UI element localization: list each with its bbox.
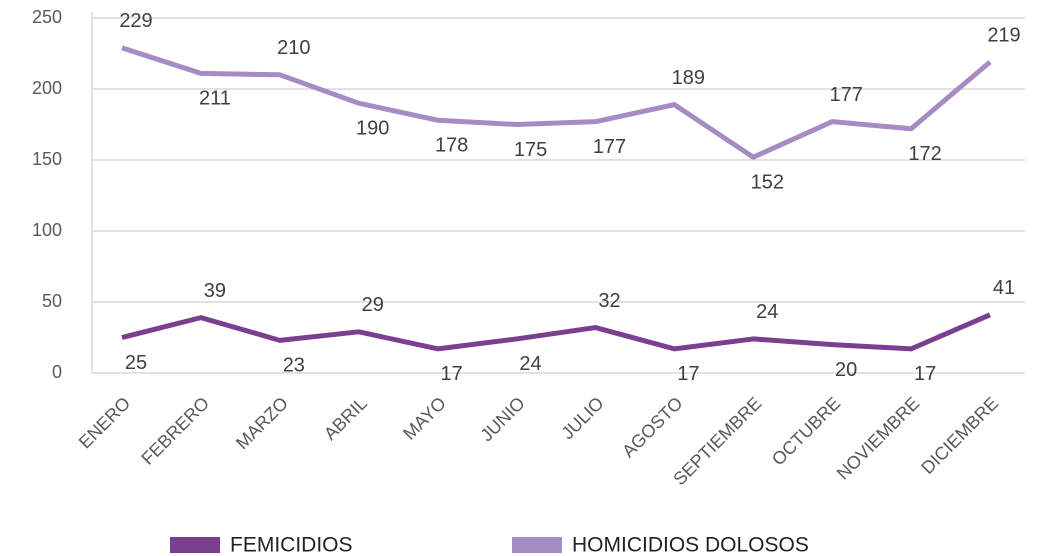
data-label: 172 (908, 143, 941, 165)
data-label: 177 (829, 84, 862, 106)
data-label: 152 (751, 171, 784, 193)
x-tick-label: FEBRERO (137, 393, 213, 469)
data-label: 211 (199, 88, 231, 110)
data-label: 175 (514, 139, 547, 161)
series-line (121, 312, 991, 352)
x-tick-label: DICIEMBRE (917, 393, 1002, 478)
data-label: 189 (672, 67, 705, 89)
data-label: 178 (435, 135, 468, 157)
data-label: 39 (204, 280, 226, 302)
x-tick-label: ENERO (75, 393, 134, 452)
data-label: 25 (125, 352, 147, 374)
y-tick-label: 0 (52, 362, 62, 382)
data-label: 24 (519, 353, 541, 375)
data-label: 17 (677, 363, 699, 385)
legend-swatch (512, 537, 562, 553)
data-label: 210 (277, 37, 310, 59)
data-label: 17 (441, 363, 463, 385)
x-tick-label: MAYO (399, 393, 450, 444)
data-label: 24 (756, 301, 778, 323)
x-tick-label: MARZO (232, 393, 292, 453)
data-label: 32 (598, 290, 620, 312)
x-tick-label: OCTUBRE (768, 393, 844, 469)
x-tick-label: JULIO (557, 393, 607, 443)
y-tick-label: 200 (32, 78, 62, 98)
series-line (121, 45, 992, 160)
x-tick-label: ABRIL (320, 393, 371, 444)
y-tick-label: 150 (32, 149, 62, 169)
x-tick-label: AGOSTO (618, 393, 686, 461)
x-tick-label: NOVIEMBRE (833, 393, 924, 484)
data-label: 229 (119, 10, 152, 32)
data-label: 190 (356, 117, 389, 139)
data-label: 23 (283, 355, 305, 377)
legend-swatch (170, 537, 220, 553)
data-label: 219 (987, 24, 1020, 46)
data-label: 17 (914, 363, 936, 385)
data-label: 41 (993, 277, 1015, 299)
legend-label: FEMICIDIOS (230, 534, 353, 556)
y-tick-label: 50 (42, 291, 62, 311)
y-tick-label: 100 (32, 220, 62, 240)
x-tick-label: JUNIO (476, 393, 528, 445)
data-label: 20 (835, 359, 857, 381)
y-tick-label: 250 (32, 7, 62, 27)
legend-label: HOMICIDIOS DOLOSOS (572, 534, 809, 556)
data-label: 177 (593, 136, 626, 158)
data-label: 29 (362, 294, 384, 316)
